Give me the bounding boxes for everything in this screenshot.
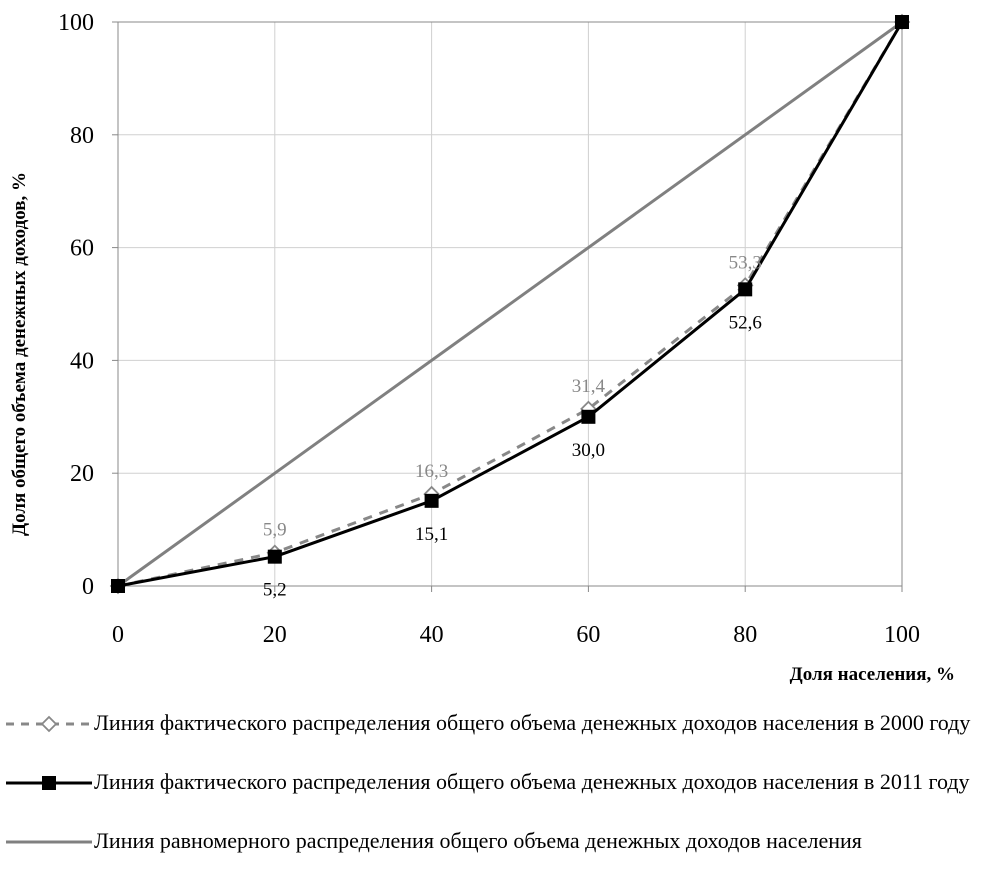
legend: Линия фактического распределения общего …	[0, 708, 994, 885]
legend-label-uniform: Линия равномерного распределения общего …	[94, 828, 862, 853]
series-1-data-label-4: 52,6	[729, 312, 762, 333]
legend-swatch-dashed-diamond-icon	[6, 715, 92, 733]
y-tick-label-2: 40	[70, 348, 94, 374]
x-axis-title: Доля населения, %	[790, 664, 955, 685]
plot-area-frame	[117, 21, 903, 587]
series-line-0	[117, 21, 904, 588]
lorenz-chart: 0 20 40 60 80 100 0 20 40 60 80 100 5,9 16,3 31,4 53,…	[9, 10, 955, 685]
series-0-data-label-4: 53,3	[729, 252, 762, 273]
y-tick-label-5: 100	[58, 10, 94, 36]
x-tick-label-0: 0	[112, 622, 124, 648]
x-tick-label-5: 100	[884, 622, 920, 648]
series-layer	[109, 13, 911, 595]
data-labels-layer: 5,9 16,3 31,4 53,3 5,2 15,1 30,0 52,6	[263, 252, 762, 600]
x-tick-label-1: 20	[263, 622, 287, 648]
series-1-point-5	[895, 15, 909, 29]
series-0-data-label-2: 16,3	[415, 461, 448, 482]
series-1-data-label-3: 30,0	[572, 440, 605, 461]
legend-label-2011: Линия фактического распределения общего …	[94, 769, 970, 794]
legend-item-2000: Линия фактического распределения общего …	[0, 708, 994, 767]
y-tick-label-3: 60	[70, 236, 94, 262]
series-line-2	[117, 20, 903, 588]
series-1-data-label-1: 5,2	[263, 580, 287, 601]
legend-label-2000: Линия фактического распределения общего …	[94, 710, 971, 735]
x-tick-label-2: 40	[420, 622, 444, 648]
legend-item-2011: Линия фактического распределения общего …	[0, 767, 994, 826]
series-line-1	[117, 21, 904, 588]
series-1-point-1	[267, 549, 282, 564]
x-tick-label-3: 60	[576, 622, 600, 648]
series-1-point-0	[111, 579, 125, 593]
legend-item-uniform: Линия равномерного распределения общего …	[0, 826, 994, 885]
series-0-data-label-3: 31,4	[572, 376, 606, 397]
y-axis-title: Доля общего объема денежных доходов, %	[9, 172, 30, 536]
series-0-data-label-1: 5,9	[263, 520, 287, 541]
series-1-data-label-2: 15,1	[415, 524, 448, 545]
y-axis-ticks: 0 20 40 60 80 100	[58, 10, 118, 600]
x-axis-ticks: 0 20 40 60 80 100	[112, 586, 920, 648]
series-1-point-2	[424, 493, 439, 508]
legend-swatch-solid-square-icon	[6, 776, 92, 790]
y-tick-label-4: 80	[70, 123, 94, 149]
y-tick-label-1: 20	[70, 461, 94, 487]
y-tick-label-0: 0	[82, 574, 94, 600]
x-tick-label-4: 80	[733, 622, 757, 648]
series-1-point-3	[581, 409, 596, 424]
series-1-point-4	[738, 282, 753, 297]
legend-swatch-solid-grey-icon	[6, 840, 92, 844]
